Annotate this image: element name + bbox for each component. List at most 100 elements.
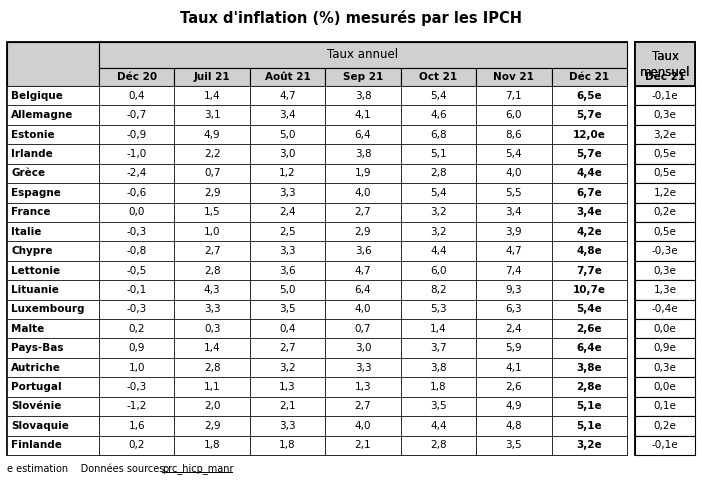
Text: 3,1: 3,1 [204, 110, 220, 120]
Text: 3,3: 3,3 [204, 304, 220, 314]
Bar [7, 42, 627, 455]
Bar [635, 261, 695, 280]
Bar [174, 416, 250, 435]
Bar [174, 338, 250, 358]
Bar [552, 242, 627, 261]
Text: -0,3: -0,3 [126, 382, 147, 392]
Text: 3,7: 3,7 [430, 343, 446, 353]
Text: 4,7: 4,7 [279, 91, 296, 101]
Bar [635, 397, 695, 416]
Text: 5,4: 5,4 [505, 149, 522, 159]
Text: Taux d'inflation (%) mesurés par les IPCH: Taux d'inflation (%) mesurés par les IPC… [180, 10, 522, 26]
Bar [7, 86, 99, 105]
Text: 0,1e: 0,1e [654, 401, 677, 412]
Text: 5,7e: 5,7e [576, 149, 602, 159]
Bar [552, 164, 627, 183]
Text: -0,8: -0,8 [126, 246, 147, 256]
Text: 0,9: 0,9 [128, 343, 145, 353]
Text: 3,2e: 3,2e [576, 440, 602, 451]
Text: 4,4: 4,4 [430, 246, 446, 256]
Text: 2,4: 2,4 [505, 324, 522, 334]
Text: 1,2e: 1,2e [654, 188, 677, 198]
Text: 4,0: 4,0 [355, 188, 371, 198]
Bar [552, 222, 627, 242]
Bar [250, 358, 325, 377]
Bar [325, 68, 401, 86]
Bar [325, 416, 401, 435]
Bar [99, 144, 174, 164]
Text: Estonie: Estonie [11, 130, 55, 139]
Text: 6,0: 6,0 [505, 110, 522, 120]
Text: 0,0e: 0,0e [654, 324, 676, 334]
Bar [552, 183, 627, 203]
Text: 2,8: 2,8 [430, 168, 446, 178]
Text: Italie: Italie [11, 226, 41, 237]
Text: 5,1: 5,1 [430, 149, 446, 159]
Bar [476, 203, 552, 222]
Text: 1,3: 1,3 [355, 382, 371, 392]
Text: 3,3: 3,3 [279, 246, 296, 256]
Text: 4,7: 4,7 [505, 246, 522, 256]
Text: -2,4: -2,4 [126, 168, 147, 178]
Text: Chypre: Chypre [11, 246, 53, 256]
Text: Portugal: Portugal [11, 382, 62, 392]
Bar [476, 105, 552, 125]
Bar [635, 280, 695, 300]
Bar [552, 203, 627, 222]
Text: 4,4e: 4,4e [576, 168, 602, 178]
Text: -0,9: -0,9 [126, 130, 147, 139]
Text: 2,1: 2,1 [355, 440, 371, 451]
Bar [325, 377, 401, 397]
Bar [401, 144, 476, 164]
Text: 2,4: 2,4 [279, 207, 296, 217]
Text: 1,9: 1,9 [355, 168, 371, 178]
Text: 12,0e: 12,0e [573, 130, 606, 139]
Text: 0,2: 0,2 [128, 324, 145, 334]
Text: 2,1: 2,1 [279, 401, 296, 412]
Bar [7, 319, 99, 338]
Bar [250, 164, 325, 183]
Bar [552, 86, 627, 105]
Text: 2,2: 2,2 [204, 149, 220, 159]
Text: 5,9: 5,9 [505, 343, 522, 353]
Bar [174, 222, 250, 242]
Text: 3,6: 3,6 [355, 246, 371, 256]
Text: -0,3: -0,3 [126, 226, 147, 237]
Bar [250, 144, 325, 164]
Text: 2,0: 2,0 [204, 401, 220, 412]
Text: 0,4: 0,4 [279, 324, 296, 334]
Bar [7, 242, 99, 261]
Bar [7, 144, 99, 164]
Bar [635, 416, 695, 435]
Bar [174, 125, 250, 144]
Bar [401, 377, 476, 397]
Text: 2,9: 2,9 [355, 226, 371, 237]
Text: 3,8: 3,8 [430, 363, 446, 373]
Text: Lituanie: Lituanie [11, 285, 59, 295]
Bar [401, 86, 476, 105]
Text: 3,5: 3,5 [279, 304, 296, 314]
Text: 3,5: 3,5 [505, 440, 522, 451]
Text: 8,2: 8,2 [430, 285, 446, 295]
Bar [250, 183, 325, 203]
Bar [7, 416, 99, 435]
Text: 3,8: 3,8 [355, 149, 371, 159]
Text: 3,4e: 3,4e [576, 207, 602, 217]
Text: Luxembourg: Luxembourg [11, 304, 84, 314]
Bar [99, 105, 174, 125]
Bar [552, 105, 627, 125]
Bar [99, 222, 174, 242]
Text: Slovénie: Slovénie [11, 401, 61, 412]
Bar [401, 300, 476, 319]
Bar [552, 144, 627, 164]
Bar [635, 164, 695, 183]
Bar [325, 125, 401, 144]
Bar [174, 183, 250, 203]
Text: 0,5e: 0,5e [654, 168, 677, 178]
Bar [552, 358, 627, 377]
Text: 4,9: 4,9 [204, 130, 220, 139]
Bar [7, 105, 99, 125]
Bar [401, 203, 476, 222]
Bar [401, 68, 476, 86]
Text: 0,9e: 0,9e [654, 343, 677, 353]
